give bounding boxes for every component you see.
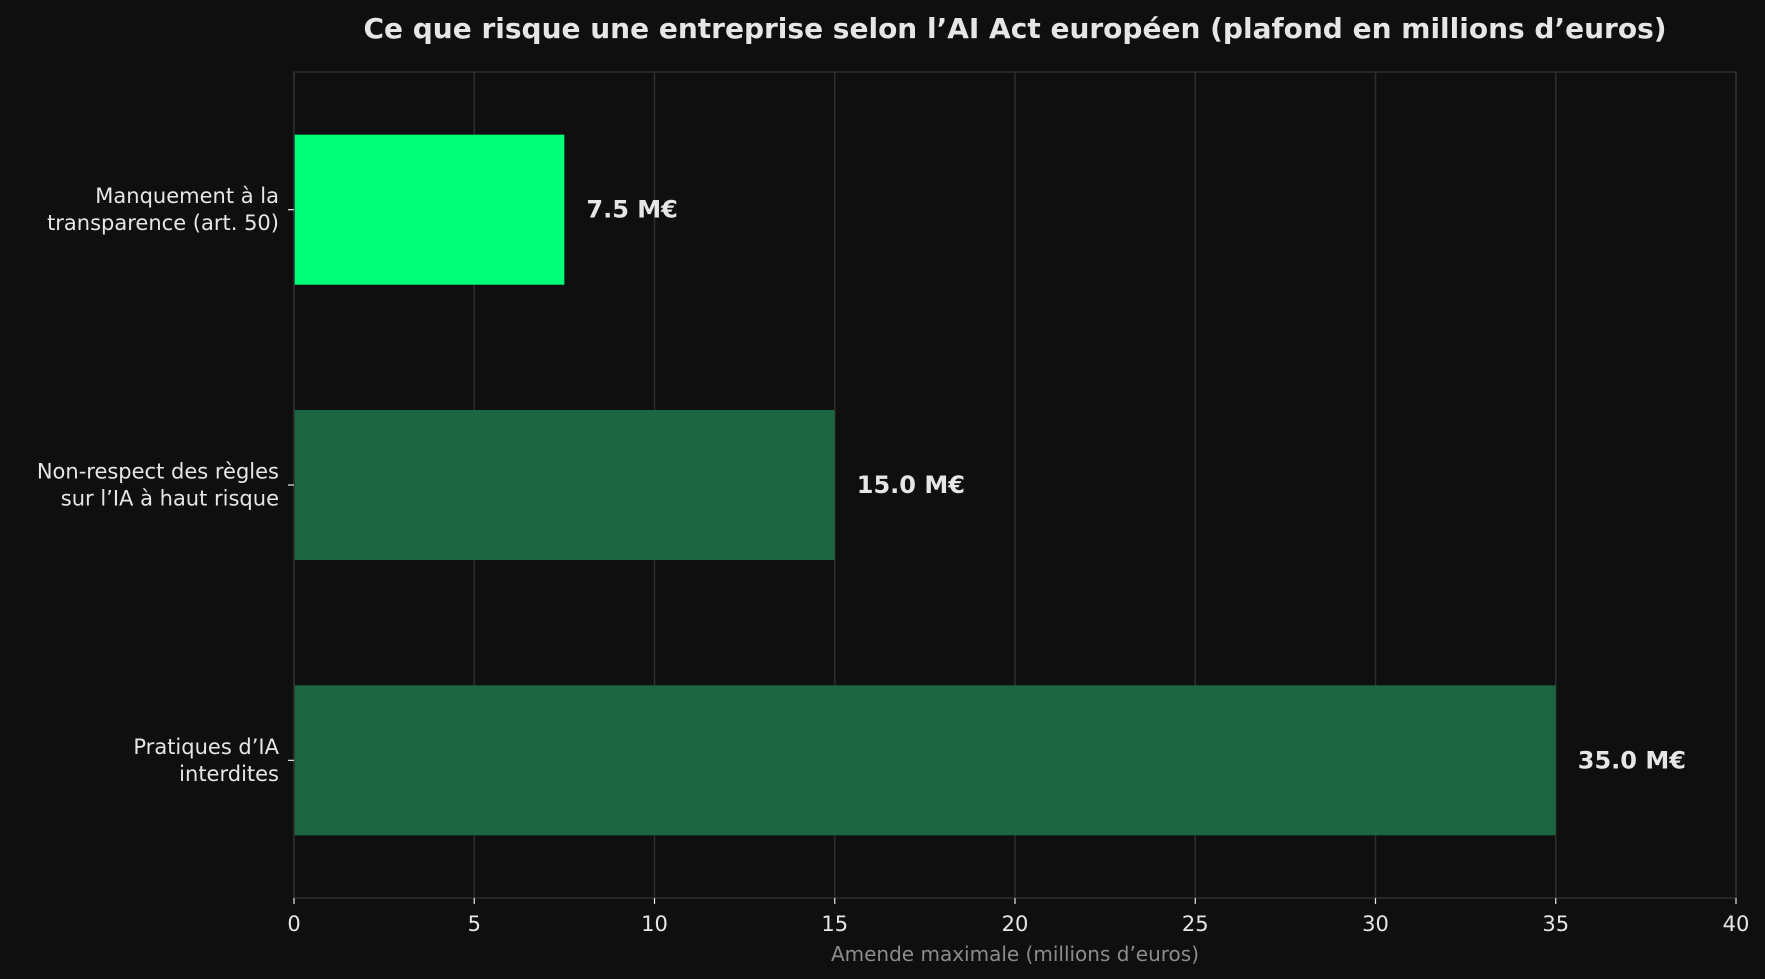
x-tick-label-5: 25 xyxy=(1182,912,1209,936)
bar-2 xyxy=(294,685,1556,836)
x-axis-label: Amende maximale (millions d’euros) xyxy=(831,942,1199,966)
data-label-1: 15.0 M€ xyxy=(857,471,965,499)
category-label-1-line-1: sur l’IA à haut risque xyxy=(61,487,279,511)
category-label-2-line-0: Pratiques d’IA xyxy=(133,735,279,759)
bars xyxy=(294,134,1556,836)
x-tick-label-7: 35 xyxy=(1542,912,1569,936)
data-label-2: 35.0 M€ xyxy=(1578,746,1686,774)
data-label-0: 7.5 M€ xyxy=(586,196,677,224)
chart-title: Ce que risque une entreprise selon l’AI … xyxy=(363,12,1666,45)
category-label-1-line-0: Non-respect des règles xyxy=(37,460,279,484)
x-tick-label-3: 15 xyxy=(821,912,848,936)
x-tick-label-0: 0 xyxy=(287,912,300,936)
x-tick-label-8: 40 xyxy=(1723,912,1750,936)
category-label-0-line-1: transparence (art. 50) xyxy=(47,211,279,235)
category-label-2-line-1: interdites xyxy=(179,762,279,786)
x-tick-label-1: 5 xyxy=(468,912,481,936)
x-tick-label-4: 20 xyxy=(1002,912,1029,936)
y-axis-category-labels: Manquement à la transparence (art. 50) Non… xyxy=(37,184,294,786)
x-axis-ticks: 0 5 10 15 20 25 30 35 40 xyxy=(287,898,1749,936)
bar-0 xyxy=(294,134,565,285)
data-labels: 7.5 M€ 15.0 M€ 35.0 M€ xyxy=(586,196,1686,775)
bar-1 xyxy=(294,409,835,561)
category-label-0-line-0: Manquement à la xyxy=(95,184,279,208)
x-tick-label-2: 10 xyxy=(641,912,668,936)
x-tick-label-6: 30 xyxy=(1362,912,1389,936)
